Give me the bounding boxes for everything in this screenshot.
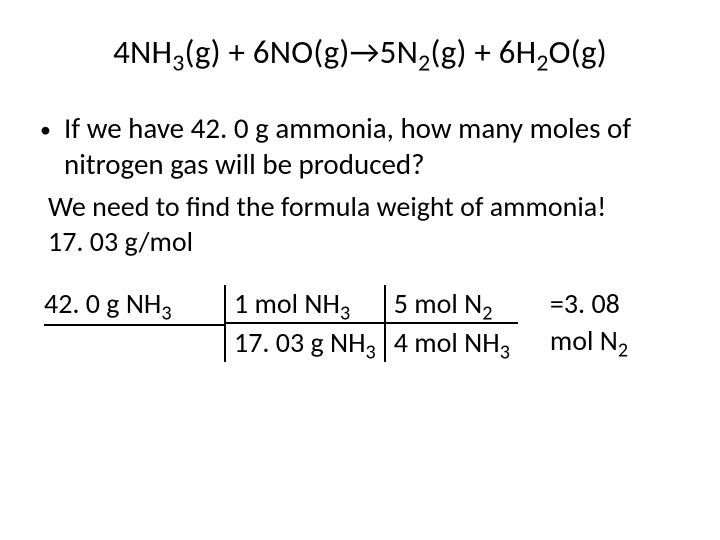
coef-2: 6 [253, 32, 270, 72]
slide: 4NH3(g) + 6NO(g)→5N2(g) + 6H2O(g) • If w… [0, 0, 720, 540]
species-4a: H [516, 32, 537, 72]
conv1-top-text: 1 mol NH [234, 286, 340, 321]
given-quantity: 42. 0 g NH3 [44, 285, 224, 327]
answer-line-2-sub: 2 [618, 339, 628, 363]
note-line-2: 17. 03 g/mol [48, 224, 670, 259]
conv2-bot-text: 4 mol NH [394, 325, 500, 360]
coef-4: 6 [499, 32, 516, 72]
coef-1: 4 [113, 32, 130, 72]
conv2-numerator: 5 mol N2 [385, 285, 518, 324]
given-sub: 3 [161, 301, 171, 325]
question-text: If we have 42. 0 g ammonia, how many mol… [64, 110, 670, 183]
conversion-table: 1 mol NH3 5 mol N2 17. 03 g NH3 4 mol NH… [224, 285, 518, 363]
conv2-bot-sub: 3 [500, 341, 510, 365]
question-bullet: • If we have 42. 0 g ammonia, how many m… [40, 110, 670, 183]
given-text: 42. 0 g NH [44, 286, 161, 321]
conv1-numerator: 1 mol NH3 [225, 285, 385, 324]
equation-title: 4NH3(g) + 6NO(g)→5N2(g) + 6H2O(g) [40, 32, 680, 72]
conv1-top-sub: 3 [340, 301, 350, 325]
species-1a: NH [130, 32, 172, 72]
coef-3: 5 [380, 32, 397, 72]
conv2-denominator: 4 mol NH3 [385, 323, 518, 362]
answer-line-2: mol N2 [550, 322, 628, 360]
species-3b: (g) + [430, 32, 498, 72]
formula-weight-note: We need to find the formula weight of am… [48, 189, 670, 259]
conv1-bot-sub: 3 [366, 341, 376, 365]
species-3-sub: 2 [418, 49, 430, 78]
species-2a: NO(g)→ [270, 32, 380, 72]
species-4-sub: 2 [536, 49, 548, 78]
species-3a: N [397, 32, 419, 72]
note-line-1: We need to find the formula weight of am… [48, 189, 670, 224]
species-4b: O(g) [549, 32, 607, 72]
answer-line-1: =3. 08 [550, 285, 628, 323]
answer-line-2-text: mol N [550, 323, 618, 358]
species-1-sub: 3 [172, 49, 184, 78]
dimensional-analysis: 42. 0 g NH3 1 mol NH3 5 mol N2 17. 03 g … [44, 285, 680, 363]
conv1-bot-text: 17. 03 g NH [234, 325, 366, 360]
conv2-top-sub: 2 [482, 301, 492, 325]
bullet-dot: • [40, 110, 64, 144]
answer: =3. 08 mol N2 [550, 285, 628, 361]
species-1b: (g) + [185, 32, 253, 72]
conv1-denominator: 17. 03 g NH3 [225, 323, 385, 362]
conv2-top-text: 5 mol N [394, 286, 482, 321]
